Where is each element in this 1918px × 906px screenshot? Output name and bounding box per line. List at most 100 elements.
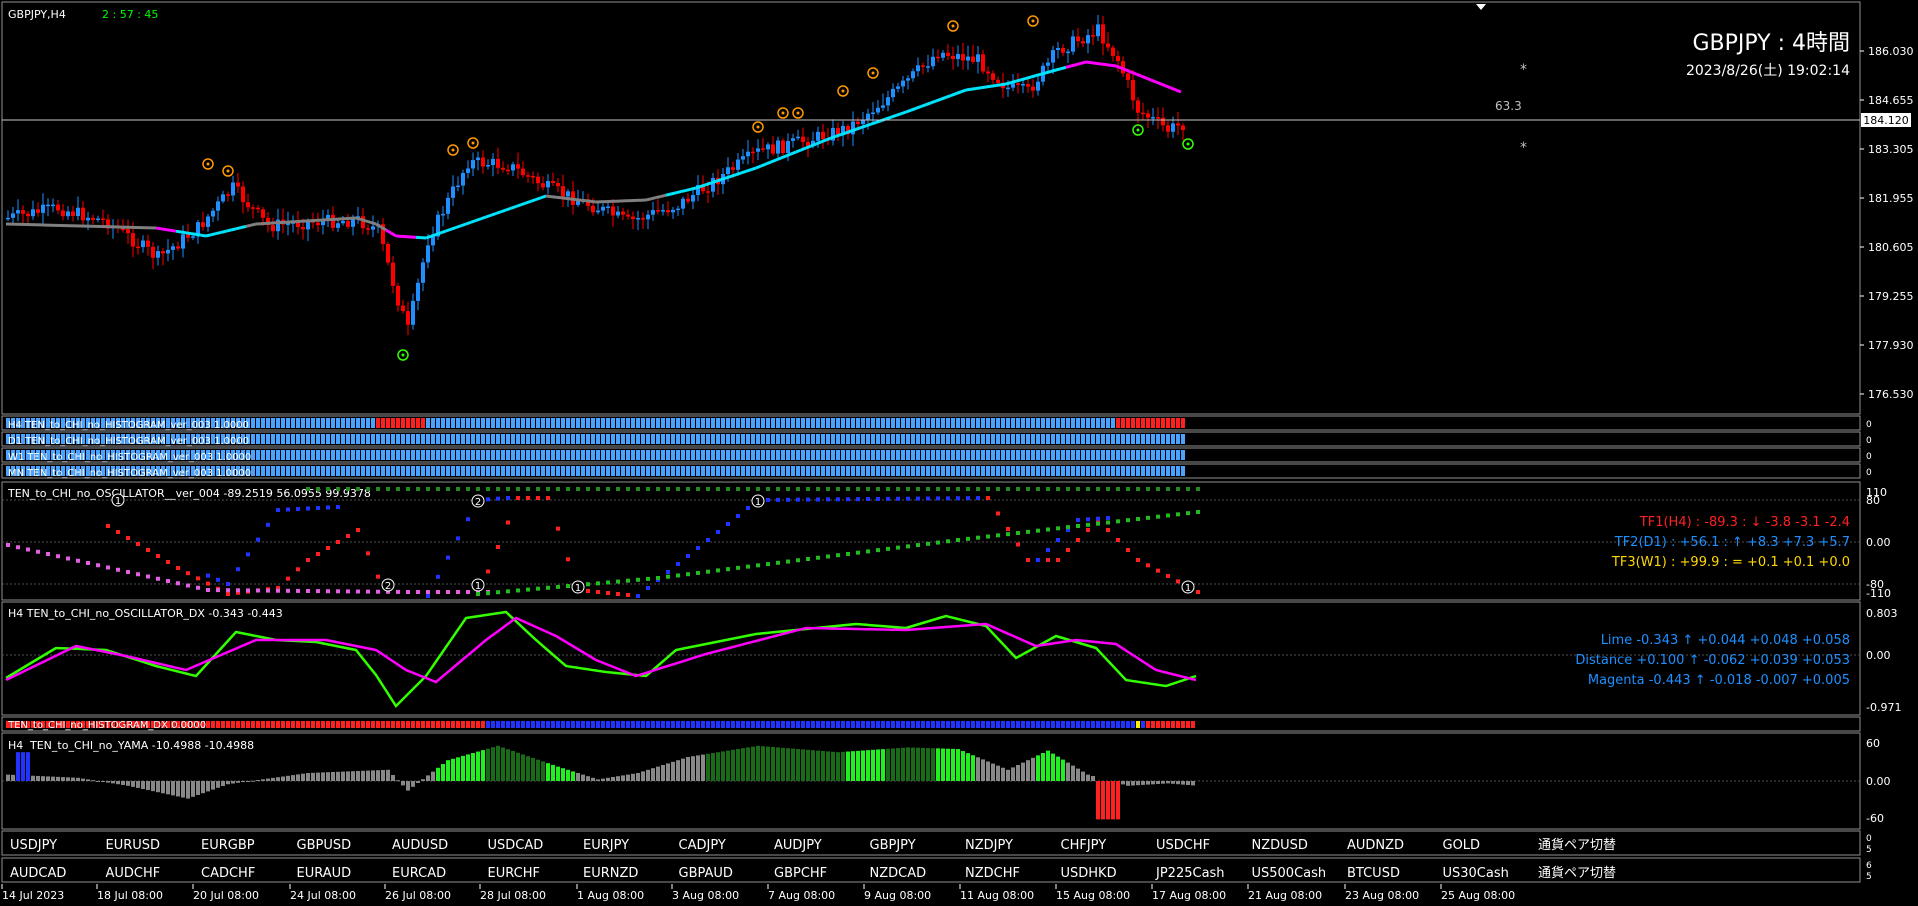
- pair-button-jp225cash[interactable]: JP225Cash: [1155, 866, 1225, 881]
- pair-button-audusd[interactable]: AUDUSD: [392, 838, 448, 853]
- candle-body: [741, 156, 745, 160]
- histogram-bar: [1036, 450, 1040, 460]
- ma-segment: [1045, 69, 1052, 75]
- green-dot: [706, 569, 710, 574]
- histogram-bar: [1076, 418, 1080, 428]
- histogram-bar: [756, 466, 760, 476]
- ma-segment: [220, 229, 227, 234]
- pair-button-audjpy[interactable]: AUDJPY: [774, 838, 822, 853]
- pair-button-nzdchf[interactable]: NZDCHF: [965, 866, 1020, 881]
- pair-button-eurjpy[interactable]: EURJPY: [583, 838, 629, 853]
- pair-button-gbpchf[interactable]: GBPCHF: [774, 866, 827, 881]
- histogram-dx-bar: [496, 721, 500, 728]
- histogram-bar: [336, 418, 340, 428]
- pair-button-audnzd[interactable]: AUDNZD: [1347, 838, 1404, 853]
- pair-button-us500cash[interactable]: US500Cash: [1252, 866, 1327, 881]
- histogram-bar: [311, 418, 315, 428]
- pair-button-us30cash[interactable]: US30Cash: [1443, 866, 1509, 881]
- candle-body: [916, 65, 920, 72]
- pair-button-chfjpy[interactable]: CHFJPY: [1061, 838, 1107, 853]
- histogram-bar: [251, 418, 255, 428]
- pair-button-usdhkd[interactable]: USDHKD: [1061, 866, 1117, 881]
- ma-segment: [530, 198, 537, 203]
- pair-button-usdcad[interactable]: USDCAD: [488, 838, 544, 853]
- histogram-bar: [1141, 418, 1145, 428]
- histogram-bar: [291, 418, 295, 428]
- pair-button-gbpjpy[interactable]: GBPJPY: [870, 838, 916, 853]
- pair-button-cadjpy[interactable]: CADJPY: [679, 838, 726, 853]
- histogram-bar: [1161, 418, 1165, 428]
- pair-button-euraud[interactable]: EURAUD: [297, 866, 352, 881]
- histogram-bar: [391, 450, 395, 460]
- candle-body: [971, 56, 975, 62]
- histogram-dx-bar: [1166, 721, 1170, 728]
- price-pane[interactable]: [1, 1, 1861, 415]
- pair-button-gbpusd[interactable]: GBPUSD: [297, 838, 352, 853]
- histogram-bar: [956, 418, 960, 428]
- histogram-bar: [81, 434, 85, 444]
- pair-button-cadchf[interactable]: CADCHF: [201, 866, 255, 881]
- histogram-bar: [561, 466, 565, 476]
- histogram-bar: [176, 450, 180, 460]
- histogram-bar: [11, 466, 15, 476]
- pair-button-eurusd[interactable]: EURUSD: [106, 838, 161, 853]
- top-green-dot: [1116, 487, 1120, 491]
- histogram-bar: [681, 450, 685, 460]
- pair-button-gbpaud[interactable]: GBPAUD: [679, 866, 733, 881]
- histogram-bar: [326, 434, 330, 444]
- pair-button-audcad[interactable]: AUDCAD: [10, 866, 66, 881]
- yama-bar: [1166, 781, 1170, 784]
- histogram-bar: [426, 466, 430, 476]
- histogram-bar: [1036, 418, 1040, 428]
- pair-button-通貨ペア切替[interactable]: 通貨ペア切替: [1538, 865, 1616, 881]
- pair-button-gold[interactable]: GOLD: [1443, 838, 1481, 853]
- pair-button-btcusd[interactable]: BTCUSD: [1347, 866, 1400, 881]
- histogram-bar: [631, 418, 635, 428]
- green-dot: [676, 573, 680, 578]
- candle-body: [641, 218, 645, 220]
- green-dot: [826, 554, 830, 559]
- histogram-bar: [1176, 418, 1180, 428]
- pair-button-nzdcad[interactable]: NZDCAD: [870, 866, 927, 881]
- histogram-bar: [271, 466, 275, 476]
- histogram-dx-bar: [316, 721, 320, 728]
- histogram-bar: [196, 418, 200, 428]
- pair-button-nzdusd[interactable]: NZDUSD: [1252, 838, 1308, 853]
- histogram-bar: [601, 466, 605, 476]
- histogram-bar: [481, 418, 485, 428]
- histogram-bar: [306, 450, 310, 460]
- pair-button-nzdjpy[interactable]: NZDJPY: [965, 838, 1013, 853]
- candle-body: [536, 176, 540, 184]
- marker-ring: [792, 107, 804, 119]
- pair-button-eurgbp[interactable]: EURGBP: [201, 838, 255, 853]
- histogram-bar: [221, 418, 225, 428]
- yama-bar: [281, 776, 285, 781]
- histogram-dx-bar: [971, 721, 975, 728]
- pair-button-eurchf[interactable]: EURCHF: [488, 866, 540, 881]
- oscillator-pane[interactable]: [1, 481, 1861, 601]
- yama-bar: [6, 774, 10, 781]
- green-dot: [1046, 527, 1050, 532]
- candle-body: [1086, 35, 1090, 44]
- pair-button-usdchf[interactable]: USDCHF: [1156, 838, 1210, 853]
- candle-body: [491, 158, 495, 166]
- yama-bar: [791, 748, 795, 781]
- candle-body: [341, 220, 345, 224]
- histogram-bar: [676, 434, 680, 444]
- histogram-bar: [506, 450, 510, 460]
- pair-button-eurcad[interactable]: EURCAD: [392, 866, 446, 881]
- histogram-bar: [231, 418, 235, 428]
- pair-button-audchf[interactable]: AUDCHF: [106, 866, 161, 881]
- pair-button-eurnzd[interactable]: EURNZD: [583, 866, 638, 881]
- histogram-bar: [706, 418, 710, 428]
- candle-body: [861, 119, 865, 125]
- histogram-bar: [801, 418, 805, 428]
- candle-body: [706, 191, 710, 193]
- histogram-dx-bar: [261, 721, 265, 728]
- histogram-bar: [416, 434, 420, 444]
- red-dot: [156, 554, 160, 558]
- candle-body: [421, 262, 425, 283]
- pair-button-通貨ペア切替[interactable]: 通貨ペア切替: [1538, 837, 1616, 853]
- pair-button-usdjpy[interactable]: USDJPY: [10, 838, 57, 853]
